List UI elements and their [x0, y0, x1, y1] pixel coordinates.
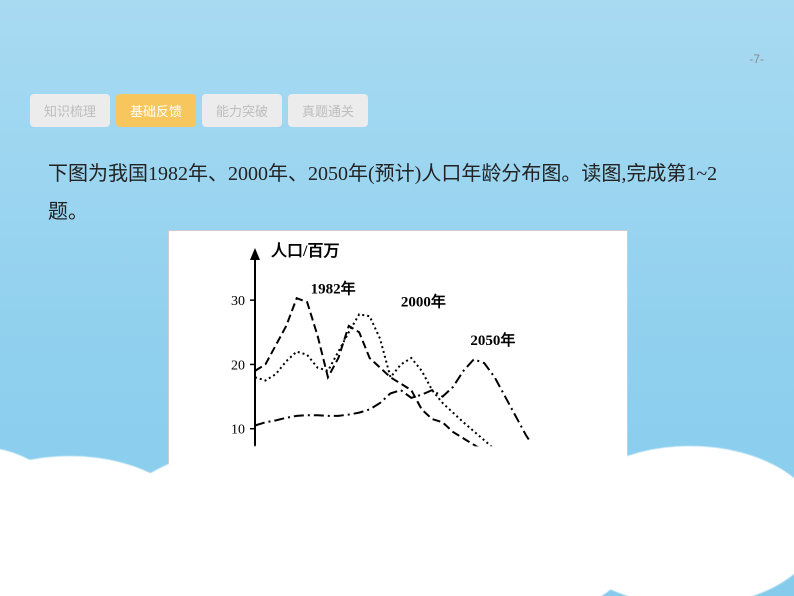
svg-text:年龄/岁: 年龄/岁: [587, 498, 629, 517]
svg-text:20: 20: [231, 358, 245, 373]
svg-text:30: 30: [231, 294, 245, 309]
svg-text:40: 40: [387, 502, 401, 517]
tab-ability[interactable]: 能力突破: [202, 94, 282, 127]
tab-bar: 知识梳理 基础反馈 能力突破 真题通关: [30, 94, 368, 127]
svg-text:1982年: 1982年: [311, 280, 356, 298]
tab-knowledge[interactable]: 知识梳理: [30, 94, 110, 127]
question-text: 下图为我国1982年、2000年、2050年(预计)人口年龄分布图。读图,完成第…: [48, 155, 746, 231]
page-number: -7-: [749, 52, 764, 66]
svg-text:60: 60: [456, 502, 470, 517]
svg-text:20: 20: [317, 502, 331, 517]
svg-text:80: 80: [526, 502, 540, 517]
svg-text:10: 10: [231, 423, 245, 438]
slide: -7- 知识梳理 基础反馈 能力突破 真题通关 下图为我国1982年、2000年…: [0, 0, 794, 596]
svg-text:0: 0: [252, 502, 259, 517]
svg-text:2000年: 2000年: [401, 293, 446, 311]
age-distribution-chart: 10 20 30 0 20 40 60 80 人口/百万年龄/岁 1982年 2000年 2050年: [168, 230, 628, 530]
tab-feedback[interactable]: 基础反馈: [116, 94, 196, 127]
svg-text:2050年: 2050年: [470, 331, 515, 349]
tab-exam[interactable]: 真题通关: [288, 94, 368, 127]
svg-text:人口/百万: 人口/百万: [271, 242, 339, 260]
